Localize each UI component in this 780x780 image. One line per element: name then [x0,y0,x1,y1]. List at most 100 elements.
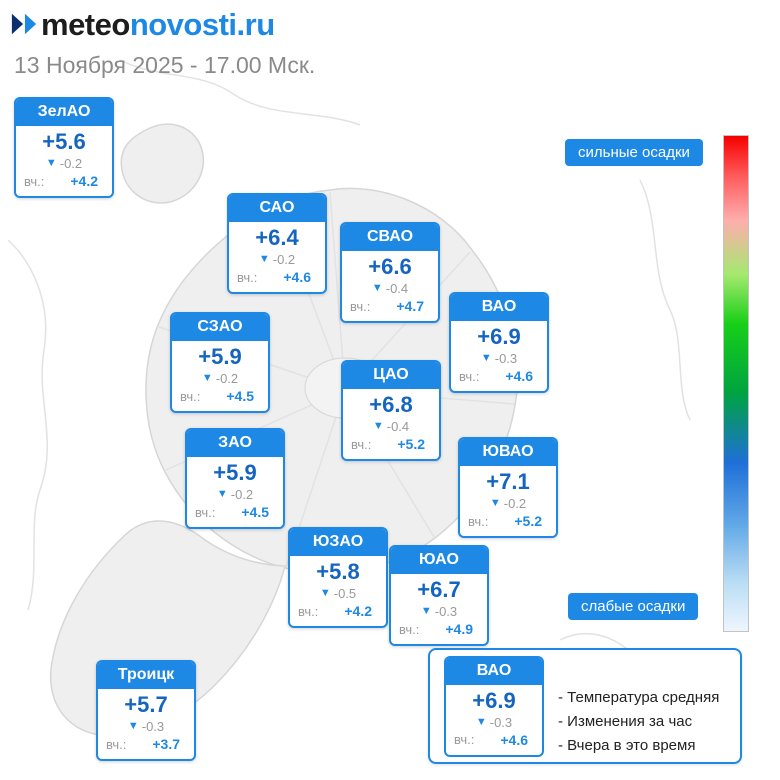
yesterday-value: +3.7 [152,736,180,752]
district-card-troitsk[interactable]: Троицк +5.7 ▼ -0.3 вч.: +3.7 [96,660,196,761]
temperature-value: +5.6 [42,129,86,154]
temperature-value: +5.9 [213,460,257,485]
legend-line-temperature: - Температура средняя [558,688,720,706]
map-region-zelenograd [120,123,205,204]
district-card-zelao[interactable]: ЗелАО +5.6 ▼ -0.2 вч.: +4.2 [14,97,114,198]
temperature-value: +6.6 [368,254,412,279]
district-card-sao[interactable]: САО +6.4 ▼ -0.2 вч.: +4.6 [227,193,327,294]
site-logo[interactable]: meteonovosti.ru [10,8,275,40]
yesterday-label: вч.: [24,173,45,189]
district-name: ЗАО [187,430,283,457]
down-arrow-icon: ▼ [475,715,487,728]
down-arrow-icon: ▼ [480,352,492,364]
temperature-value: +5.8 [316,559,360,584]
hour-change-value: -0.2 [272,252,296,267]
district-name: ЗелАО [16,99,112,126]
date-time-label: 13 Ноября 2025 - 17.00 Мск. [14,52,316,78]
down-arrow-icon: ▼ [258,253,270,265]
district-name: ВАО [446,657,542,685]
district-card-cao[interactable]: ЦАО +6.8 ▼ -0.4 вч.: +5.2 [341,360,441,461]
legend-line-hour-change: - Изменения за час [558,712,693,730]
temperature-value: +6.7 [417,577,461,602]
district-name: ЦАО [343,362,439,389]
district-name: ЮВАО [460,439,556,466]
logo-text: meteonovosti.ru [41,9,275,40]
yesterday-label: вч.: [237,269,258,285]
hour-change-value: -0.3 [489,714,513,730]
district-card-zao[interactable]: ЗАО +5.9 ▼ -0.2 вч.: +4.5 [185,428,285,529]
yesterday-label: вч.: [468,513,489,529]
yesterday-value: +4.2 [344,603,372,619]
yesterday-value: +4.7 [396,298,424,314]
strong-precipitation-label: сильные осадки [565,139,703,166]
logo-text-meteo: meteo [41,6,130,42]
district-name: Троицк [98,662,194,689]
logo-icon [11,13,37,35]
district-card-yuao[interactable]: ЮАО +6.7 ▼ -0.3 вч.: +4.9 [389,545,489,646]
yesterday-label: вч.: [351,436,372,452]
district-name: ЮАО [391,547,487,574]
down-arrow-icon: ▼ [371,282,383,294]
yesterday-label: вч.: [298,603,319,619]
legend-box: ВАО +6.9 ▼ -0.3 вч.: +4.6 - Температура ср… [428,648,742,764]
down-arrow-icon: ▼ [216,488,228,500]
yesterday-label: вч.: [195,504,216,520]
district-card-szao[interactable]: СЗАО +5.9 ▼ -0.2 вч.: +4.5 [170,312,270,413]
temperature-value: +6.9 [472,687,516,713]
temperature-value: +6.9 [477,324,521,349]
district-name: САО [229,195,325,222]
yesterday-label: вч.: [454,732,475,747]
logo-text-novosti: novosti.ru [129,6,275,42]
down-arrow-icon: ▼ [45,157,57,169]
yesterday-label: вч.: [106,736,127,752]
temperature-value: +6.8 [369,392,413,417]
yesterday-value: +4.6 [500,731,528,748]
district-card-yuvao[interactable]: ЮВАО +7.1 ▼ -0.2 вч.: +5.2 [458,437,558,538]
yesterday-value: +4.5 [226,388,254,404]
yesterday-value: +5.2 [514,513,542,529]
district-card-yuzao[interactable]: ЮЗАО +5.8 ▼ -0.5 вч.: +4.2 [288,527,388,628]
hour-change-value: -0.2 [503,496,527,511]
hour-change-value: -0.4 [386,419,410,434]
yesterday-value: +4.5 [241,504,269,520]
temperature-value: +5.7 [124,692,168,717]
hour-change-value: -0.2 [59,156,83,171]
legend-descriptions: - Температура средняя - Изменения за час… [558,689,719,754]
down-arrow-icon: ▼ [489,497,501,509]
hour-change-value: -0.3 [141,719,165,734]
yesterday-label: вч.: [459,368,480,384]
district-name: СВАО [342,224,438,251]
district-card-svao[interactable]: СВАО +6.6 ▼ -0.4 вч.: +4.7 [340,222,440,323]
hour-change-value: -0.2 [230,487,254,502]
down-arrow-icon: ▼ [201,372,213,384]
yesterday-value: +4.6 [505,368,533,384]
temperature-value: +5.9 [198,344,242,369]
district-name: СЗАО [172,314,268,341]
temperature-value: +6.4 [255,225,299,250]
down-arrow-icon: ▼ [319,587,331,599]
hour-change-value: -0.3 [494,351,518,366]
hour-change-value: -0.5 [333,586,357,601]
district-name: ВАО [451,294,547,321]
district-card-vao[interactable]: ВАО +6.9 ▼ -0.3 вч.: +4.6 [449,292,549,393]
yesterday-label: вч.: [350,298,371,314]
temperature-value: +7.1 [486,469,530,494]
legend-sample-card: ВАО +6.9 ▼ -0.3 вч.: +4.6 [444,655,544,757]
down-arrow-icon: ▼ [420,605,432,617]
yesterday-value: +4.2 [70,173,98,189]
precipitation-colorbar [723,135,749,632]
weak-precipitation-label: слабые осадки [568,593,699,620]
yesterday-label: вч.: [180,388,201,404]
legend-line-yesterday: - Вчера в это время [558,736,696,754]
hour-change-value: -0.3 [434,604,458,619]
down-arrow-icon: ▼ [127,720,139,732]
yesterday-value: +4.9 [445,621,473,637]
yesterday-value: +5.2 [397,436,425,452]
district-name: ЮЗАО [290,529,386,556]
down-arrow-icon: ▼ [372,420,384,432]
hour-change-value: -0.4 [385,281,409,296]
hour-change-value: -0.2 [215,371,239,386]
yesterday-value: +4.6 [283,269,311,285]
yesterday-label: вч.: [399,621,420,637]
